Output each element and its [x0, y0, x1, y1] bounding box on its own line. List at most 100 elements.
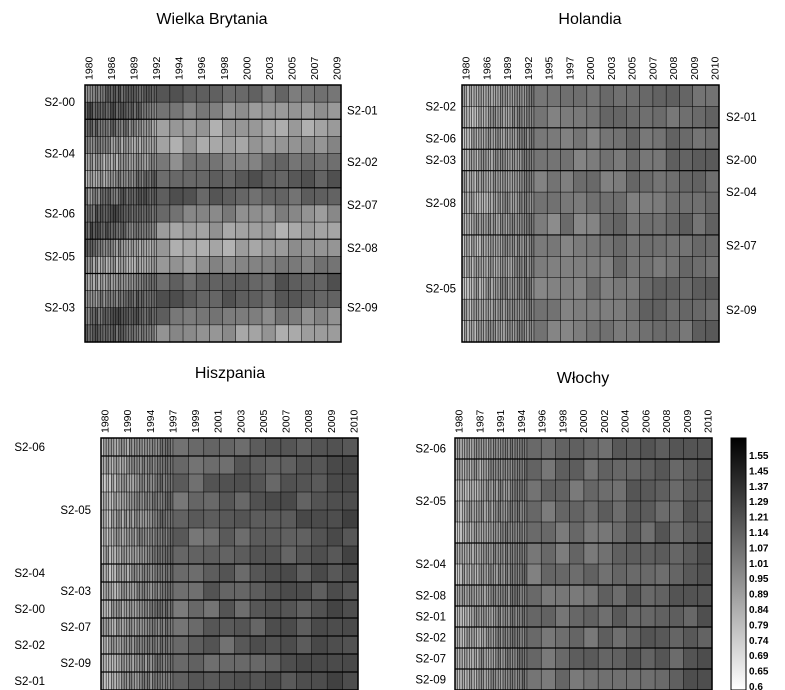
heatmap-cell [583, 605, 599, 628]
heatmap-cell [235, 153, 250, 172]
heatmap-cell [705, 170, 720, 193]
heatmap-cell [586, 84, 601, 107]
heatmap-cell [296, 491, 313, 511]
heatmap-cell [597, 479, 613, 502]
row-label-right: S2-01 [347, 106, 378, 118]
heatmap-cell [533, 320, 548, 343]
heatmap-cell [586, 170, 601, 193]
panel-title: Włochy [557, 370, 609, 387]
heatmap-cell [234, 581, 251, 601]
heatmap-cell [249, 599, 267, 619]
heatmap-cell [311, 527, 328, 547]
heatmap-cell [546, 191, 561, 215]
heatmap-cell [249, 635, 267, 655]
heatmap-cell [249, 527, 267, 547]
x-tick-label: 1989 [129, 56, 141, 80]
heatmap-cell [626, 170, 641, 193]
heatmap-cell [218, 491, 236, 511]
heatmap-cell [586, 277, 601, 300]
heatmap-cell [692, 191, 707, 215]
heatmap-cell [222, 101, 237, 120]
heatmap-cell [626, 500, 642, 523]
heatmap-cell [301, 187, 316, 206]
heatmap-cell [248, 170, 263, 189]
heatmap-cell [274, 119, 289, 137]
heatmap-cell [533, 298, 548, 322]
heatmap-cell [261, 290, 276, 309]
heatmap-cell [599, 320, 614, 343]
heatmap-cell [342, 527, 359, 547]
heatmap-cell [235, 136, 250, 155]
heatmap-cell [188, 671, 205, 690]
x-tick-label: 2003 [606, 56, 618, 80]
heatmap-cell [526, 626, 542, 649]
heatmap-cell [613, 170, 628, 193]
heatmap-cells [454, 437, 713, 690]
heatmap-cell [169, 221, 184, 240]
heatmap-cell [209, 153, 224, 172]
heatmap-cell [235, 119, 250, 137]
heatmap-cell [248, 204, 263, 223]
heatmap-cell [222, 273, 237, 292]
panel-title: Hiszpania [195, 365, 265, 382]
heatmap-cell [669, 668, 685, 690]
x-tick-label: 2009 [682, 409, 694, 433]
heatmap-cell [540, 668, 556, 690]
heatmap-cell [311, 671, 328, 690]
heatmap-cell [235, 221, 250, 240]
heatmap-cell [573, 256, 588, 279]
heatmap-cell [169, 204, 184, 223]
heatmap-cell [597, 500, 613, 523]
x-tick-label: 2007 [647, 56, 659, 80]
heatmap-cell [326, 491, 344, 511]
heatmap-cell [599, 256, 614, 279]
heatmap-cell [555, 542, 571, 565]
heatmap-cell [573, 149, 588, 172]
row-label-right: S2-09 [347, 303, 378, 315]
x-tick-labels: 1980 1990 1994 1997 1999 2001 2003 2005 2007 2008… [100, 409, 361, 433]
heatmap-cell [654, 500, 670, 523]
row-label-right: S2-02 [347, 157, 378, 169]
heatmap-cell [218, 563, 236, 583]
heatmap-cell [669, 542, 685, 565]
heatmap-cell [612, 668, 628, 690]
heatmap-cell [599, 298, 614, 322]
heatmap-cell [573, 320, 588, 343]
heatmap-cell [195, 256, 210, 275]
heatmap-cell [639, 256, 654, 279]
heatmap-cell [652, 256, 667, 279]
heatmap-cell [612, 647, 628, 670]
heatmap-cell [599, 170, 614, 193]
heatmap-cell [555, 626, 571, 649]
heatmap-cell [182, 153, 197, 172]
row-label-left: S2-04 [44, 149, 75, 161]
heatmap-cell [573, 170, 588, 193]
heatmap-cell [203, 635, 220, 655]
x-tick-label: 2002 [599, 409, 611, 433]
row-label-left: S2-04 [14, 568, 45, 580]
heatmap-cell [222, 170, 237, 189]
panel-title: Wielka Brytania [156, 11, 267, 28]
x-tick-label: 2004 [620, 409, 632, 433]
heatmap-cell [613, 277, 628, 300]
heatmap-cell [540, 500, 556, 523]
heatmap-cell [195, 153, 210, 172]
heatmap-cell [326, 635, 344, 655]
heatmap-cell [182, 324, 197, 343]
row-label-left: S2-01 [14, 676, 45, 688]
heatmap-cell [697, 500, 713, 523]
heatmap-cell [626, 84, 641, 107]
heatmap-cell [156, 221, 171, 240]
heatmap-cell [342, 617, 359, 637]
heatmap-cell [311, 653, 328, 673]
heatmap-cell [640, 584, 656, 607]
heatmap-cell [640, 521, 656, 544]
heatmap-cell [597, 437, 613, 460]
heatmap-cell [679, 234, 694, 257]
heatmap-cell [526, 521, 542, 544]
heatmap-cell [172, 581, 189, 601]
heatmap-cell [188, 473, 205, 493]
heatmap-cell [169, 324, 184, 343]
heatmap-frame [84, 84, 342, 343]
x-tick-label: 2008 [661, 409, 673, 433]
